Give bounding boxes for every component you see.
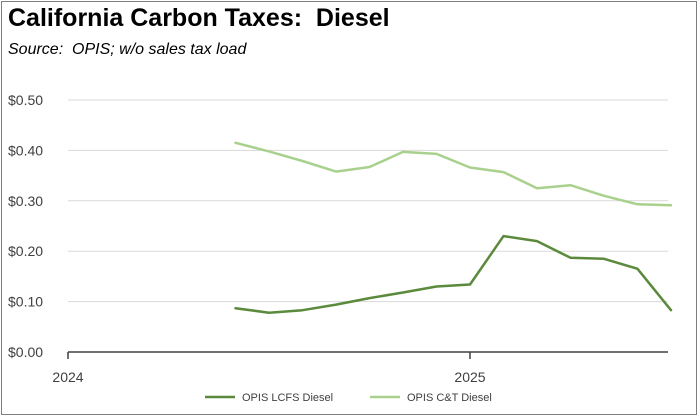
y-tick-label: $0.20 (8, 243, 43, 259)
y-tick-label: $0.10 (8, 294, 43, 310)
y-tick-label: $0.00 (8, 344, 43, 360)
x-tick-label: 2024 (52, 369, 83, 385)
series-line-lcfs (234, 234, 673, 314)
legend-label: OPIS LCFS Diesel (242, 392, 333, 404)
y-tick-label: $0.30 (8, 193, 43, 209)
series-line-cnt (234, 141, 673, 207)
y-tick-label: $0.50 (8, 92, 43, 108)
y-tick-label: $0.40 (8, 142, 43, 158)
x-tick-label: 2025 (454, 369, 485, 385)
chart-title: California Carbon Taxes: Diesel (8, 4, 390, 32)
legend-label: OPIS C&T Diesel (407, 392, 492, 404)
chart-subtitle: Source: OPIS; w/o sales tax load (8, 41, 247, 58)
